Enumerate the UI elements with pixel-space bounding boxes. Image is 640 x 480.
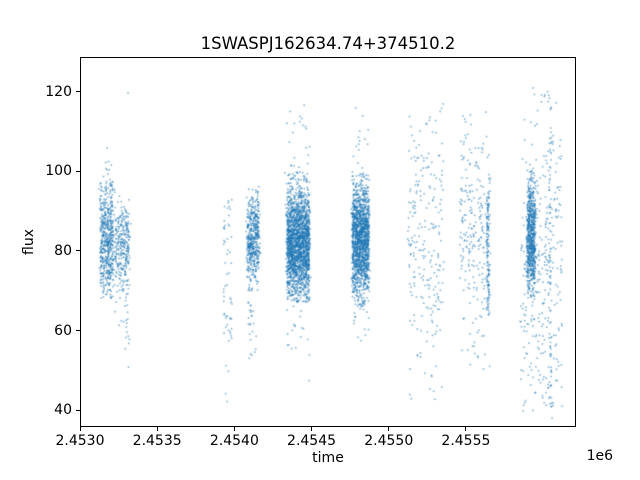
chart-title: 1SWASPJ162634.74+374510.2: [200, 34, 456, 53]
x-tick-label: 2.4555: [441, 433, 491, 449]
x-axis-label: time: [312, 450, 344, 466]
x-tick-label: 2.4535: [132, 433, 182, 449]
x-tick-label: 2.4545: [287, 433, 337, 449]
plot-area-border: [80, 57, 576, 427]
y-tick-label: 120: [45, 83, 72, 100]
x-tick-label: 2.4530: [55, 433, 105, 449]
scatter-points-canvas: [80, 57, 576, 427]
x-tick-label: 2.4550: [364, 433, 414, 449]
y-tick-label: 40: [54, 402, 72, 419]
x-tick-mark: [388, 427, 390, 431]
y-tick-label: 60: [54, 322, 72, 339]
x-tick-mark: [311, 427, 313, 431]
x-tick-mark: [465, 427, 467, 431]
y-tick-mark: [76, 330, 80, 332]
y-axis-label: flux: [21, 229, 37, 255]
x-axis-offset-label: 1e6: [586, 448, 613, 464]
x-tick-label: 2.4540: [209, 433, 259, 449]
y-tick-label: 80: [54, 242, 72, 259]
y-tick-label: 100: [45, 163, 72, 180]
y-tick-mark: [76, 170, 80, 172]
y-tick-mark: [76, 409, 80, 411]
x-tick-mark: [156, 427, 158, 431]
x-tick-mark: [79, 427, 81, 431]
y-tick-mark: [76, 91, 80, 93]
y-tick-mark: [76, 250, 80, 252]
x-tick-mark: [233, 427, 235, 431]
